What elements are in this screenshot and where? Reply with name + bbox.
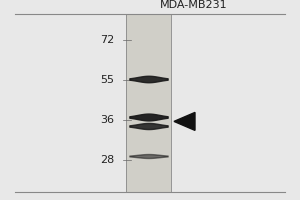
Text: 72: 72 [100, 35, 114, 45]
Text: MDA-MB231: MDA-MB231 [160, 0, 227, 10]
Text: 55: 55 [100, 75, 114, 85]
Polygon shape [174, 112, 195, 130]
Text: 28: 28 [100, 155, 114, 165]
Text: 36: 36 [100, 115, 114, 125]
Bar [126, 14, 171, 192]
